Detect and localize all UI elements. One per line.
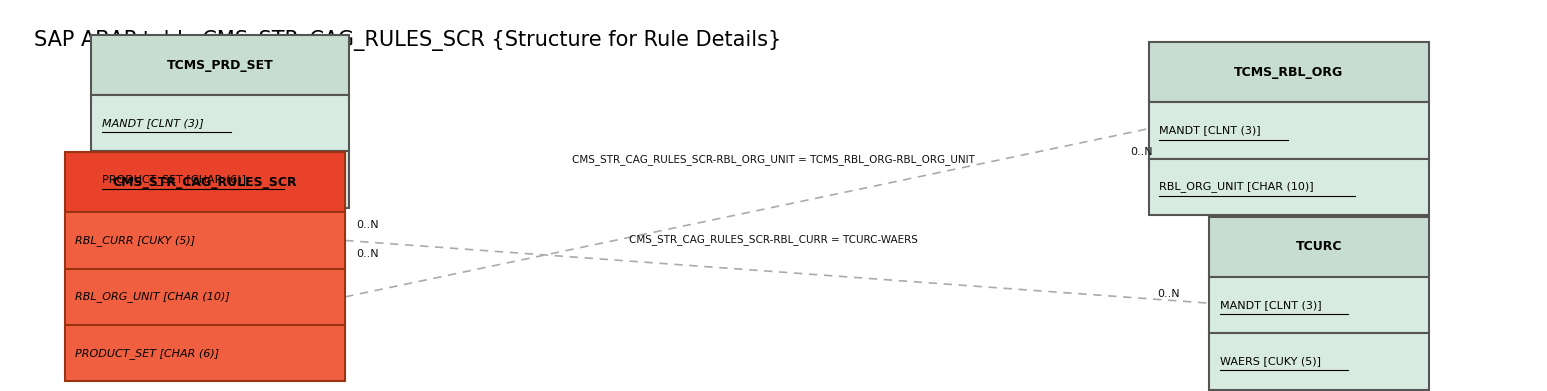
FancyBboxPatch shape <box>65 212 345 269</box>
Text: 0..N: 0..N <box>356 249 379 259</box>
Text: SAP ABAP table CMS_STR_CAG_RULES_SCR {Structure for Rule Details}: SAP ABAP table CMS_STR_CAG_RULES_SCR {St… <box>34 30 781 52</box>
FancyBboxPatch shape <box>1149 102 1429 159</box>
Text: MANDT [CLNT (3)]: MANDT [CLNT (3)] <box>1159 126 1261 135</box>
FancyBboxPatch shape <box>65 325 345 381</box>
Text: 0..N: 0..N <box>1129 147 1153 157</box>
FancyBboxPatch shape <box>1149 159 1429 215</box>
Text: TCMS_RBL_ORG: TCMS_RBL_ORG <box>1235 66 1344 79</box>
FancyBboxPatch shape <box>65 269 345 325</box>
FancyBboxPatch shape <box>91 35 350 95</box>
Text: MANDT [CLNT (3)]: MANDT [CLNT (3)] <box>1221 300 1321 310</box>
FancyBboxPatch shape <box>91 95 350 151</box>
FancyBboxPatch shape <box>1210 217 1429 277</box>
Text: MANDT [CLNT (3)]: MANDT [CLNT (3)] <box>102 118 204 128</box>
Text: PRODUCT_SET [CHAR (6)]: PRODUCT_SET [CHAR (6)] <box>76 348 220 359</box>
FancyBboxPatch shape <box>65 152 345 212</box>
FancyBboxPatch shape <box>1149 42 1429 102</box>
Text: RBL_CURR [CUKY (5)]: RBL_CURR [CUKY (5)] <box>76 235 195 246</box>
Text: 0..N: 0..N <box>1157 289 1180 299</box>
Text: RBL_ORG_UNIT [CHAR (10)]: RBL_ORG_UNIT [CHAR (10)] <box>76 291 231 302</box>
Text: WAERS [CUKY (5)]: WAERS [CUKY (5)] <box>1221 356 1321 366</box>
Text: CMS_STR_CAG_RULES_SCR-RBL_ORG_UNIT = TCMS_RBL_ORG-RBL_ORG_UNIT: CMS_STR_CAG_RULES_SCR-RBL_ORG_UNIT = TCM… <box>572 154 975 165</box>
FancyBboxPatch shape <box>1210 333 1429 389</box>
Text: TCURC: TCURC <box>1296 240 1343 253</box>
Text: TCMS_PRD_SET: TCMS_PRD_SET <box>167 59 274 72</box>
Text: RBL_ORG_UNIT [CHAR (10)]: RBL_ORG_UNIT [CHAR (10)] <box>1159 181 1313 192</box>
Text: CMS_STR_CAG_RULES_SCR-RBL_CURR = TCURC-WAERS: CMS_STR_CAG_RULES_SCR-RBL_CURR = TCURC-W… <box>630 234 917 245</box>
FancyBboxPatch shape <box>91 151 350 208</box>
Text: 0..N: 0..N <box>356 220 379 230</box>
Text: PRODUCT_SET [CHAR (6)]: PRODUCT_SET [CHAR (6)] <box>102 174 246 185</box>
Text: CMS_STR_CAG_RULES_SCR: CMS_STR_CAG_RULES_SCR <box>113 176 297 189</box>
FancyBboxPatch shape <box>1210 277 1429 333</box>
